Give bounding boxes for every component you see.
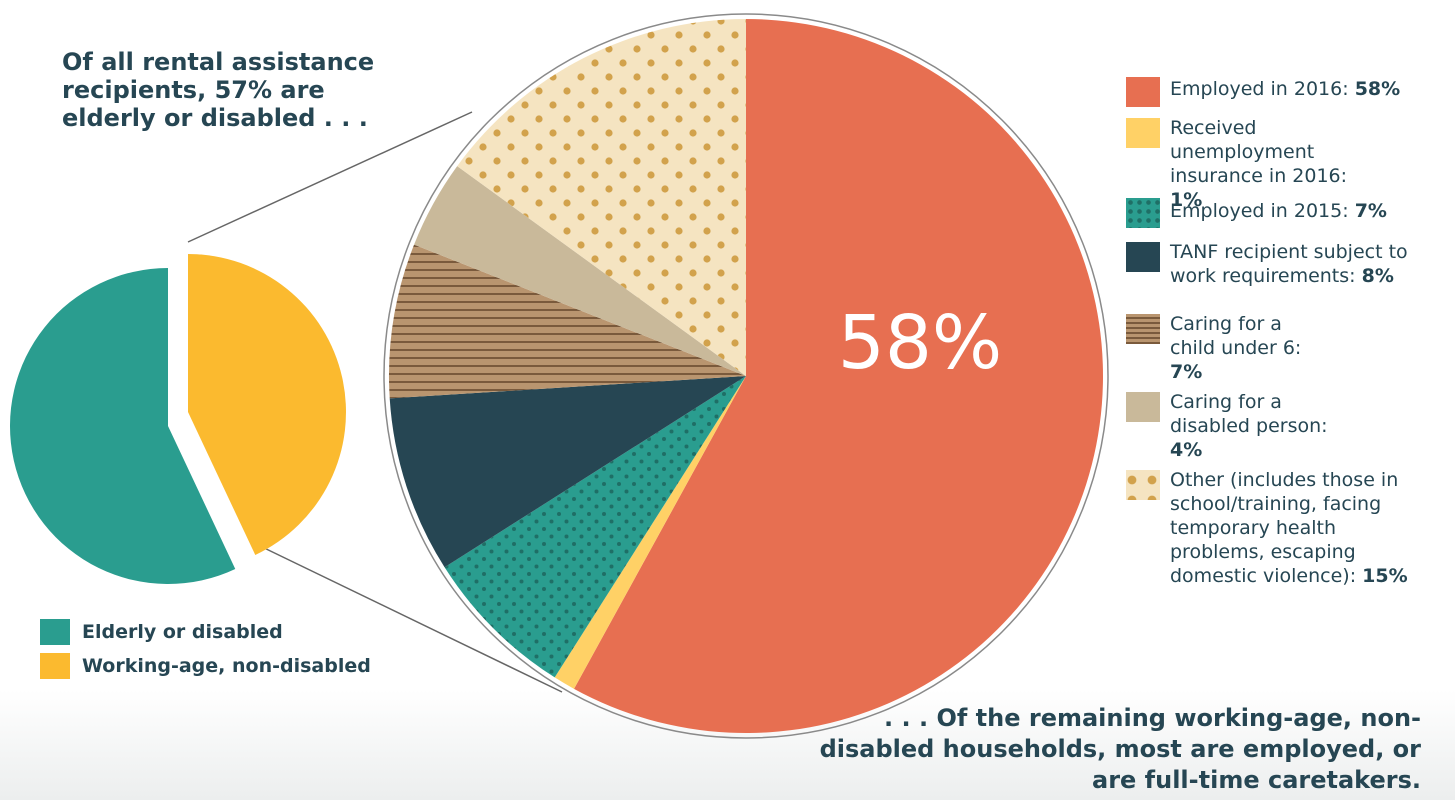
- large-pie-slice-employed-in-2016: [574, 19, 1103, 734]
- large-pie-slice-caring-for-a-disabled-person: [414, 166, 746, 376]
- legend-swatch-child: [1126, 314, 1160, 344]
- legend-swatch-tanf: [1126, 242, 1160, 272]
- legend-label-elderly: Elderly or disabled: [82, 621, 283, 643]
- legend-swatch-employed-2016: [1126, 77, 1160, 107]
- legend-swatch-unemployment: [1126, 118, 1160, 148]
- legend-label-child: Caring for a child under 6: 7%: [1170, 313, 1302, 383]
- large-pie: [388, 19, 1103, 734]
- legend-label-working-age: Working-age, non-disabled: [82, 655, 371, 677]
- center-value-label: 58%: [838, 300, 1002, 386]
- legend-swatch-other: [1126, 470, 1160, 500]
- large-pie-slice-employed-in-2015: [444, 376, 746, 678]
- large-pie-slice-caring-for-a-child-under-6: [388, 244, 746, 399]
- legend-item-elderly: Elderly or disabled: [40, 619, 371, 645]
- large-pie-slice-received-unemployment-insurance-in-2016: [554, 376, 746, 689]
- legend-label-employed-2016: Employed in 2016: 58%: [1170, 78, 1401, 100]
- connector-line-top: [187, 111, 473, 243]
- legend-label-unemployment: Received unemployment insurance in 2016:…: [1170, 117, 1348, 211]
- small-pie-slice-working-age-non-disabled: [188, 254, 346, 555]
- legend-label-other: Other (includes those in school/training…: [1170, 469, 1408, 587]
- legend-swatch-elderly: [40, 619, 70, 645]
- legend-swatch-disabled: [1126, 392, 1160, 422]
- legend-item-working-age: Working-age, non-disabled: [40, 653, 371, 679]
- connector-line-bottom: [257, 544, 563, 693]
- left-legend: Elderly or disabled Working-age, non-dis…: [40, 619, 371, 687]
- large-pie-slice-tanf-recipient-subject-to-work-requireme: [389, 376, 746, 568]
- legend-label-tanf: TANF recipient subject to work requireme…: [1170, 241, 1408, 287]
- legend-swatch-working-age: [40, 653, 70, 679]
- small-pie-slice-elderly-or-disabled: [9, 267, 236, 584]
- large-pie-slice-other-includes-those-in-school-training-: [457, 19, 746, 376]
- legend-label-disabled: Caring for a disabled person: 4%: [1170, 391, 1328, 461]
- bottom-caption: . . . Of the remaining working-age, non-…: [819, 704, 1421, 794]
- large-pie-outline: [383, 13, 1109, 739]
- small-pie: [9, 254, 346, 584]
- legend-swatch-employed-2015: [1126, 198, 1160, 228]
- left-caption: Of all rental assistance recipients, 57%…: [62, 48, 375, 132]
- legend-label-employed-2015: Employed in 2015: 7%: [1170, 200, 1387, 222]
